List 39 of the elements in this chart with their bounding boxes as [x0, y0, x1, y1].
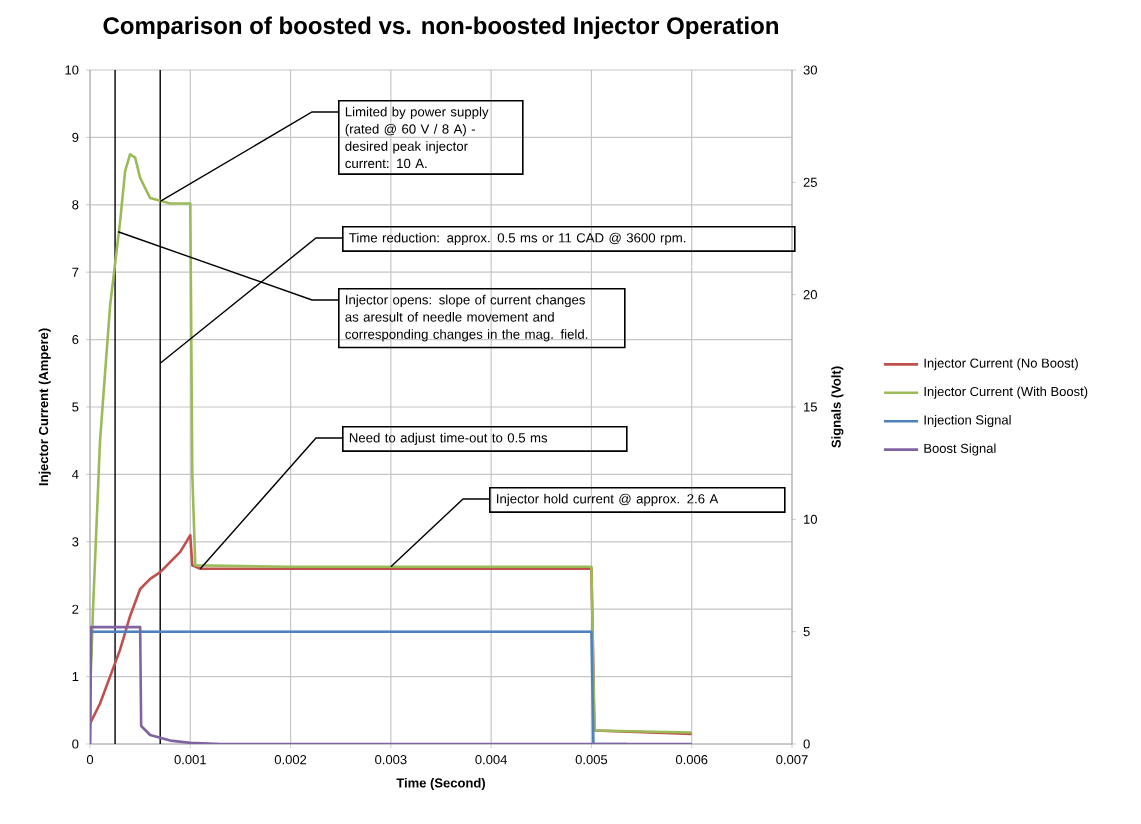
y-tick-label: 6	[72, 335, 79, 345]
y-tick-label: 5	[72, 402, 79, 412]
chart-title: Comparison of boosted vs. non-boosted Injector Operation	[103, 16, 778, 39]
y-tick-label: 0	[72, 739, 79, 749]
annotation: Need to adjust time-out to 0.5 ms	[349, 432, 548, 446]
x-tick-label: 0.007	[776, 755, 808, 765]
y-tick-label: 4	[72, 469, 79, 479]
x-tick-label: 0.004	[475, 755, 508, 765]
legend-label: Injector Current (With Boost)	[924, 386, 1088, 399]
annotation: Time reduction: approx. 0.5 ms or 11 CAD @ 3600 rpm.	[349, 232, 686, 246]
y-tick-label: 9	[72, 132, 79, 142]
x-tick-label: 0.003	[375, 755, 407, 765]
x-axis-title: Time (Second)	[396, 778, 485, 791]
y2-tick-label: 0	[803, 739, 810, 749]
y2-axis-title: Signals (Volt)	[831, 366, 844, 448]
x-tick-label: 0.005	[575, 755, 608, 765]
y2-tick-label: 25	[803, 177, 817, 187]
x-tick-label: 0	[86, 755, 94, 765]
legend-label: Injection Signal	[924, 415, 1011, 428]
y-tick-label: 8	[72, 200, 79, 210]
annotation: Limited by power supply (rated @ 60 V / 8 A) - desired peak injector current: 10 A.	[345, 106, 489, 169]
y2-tick-label: 5	[803, 627, 810, 637]
y-axis-title: Injector Current (Ampere)	[38, 328, 51, 486]
x-tick-label: 0.002	[274, 755, 307, 765]
y-tick-label: 2	[72, 604, 79, 614]
x-tick-label: 0.001	[174, 755, 206, 765]
y2-tick-label: 20	[803, 290, 817, 300]
legend-label: Injector Current (No Boost)	[924, 358, 1078, 371]
y2-tick-label: 15	[804, 402, 817, 412]
annotation: Injector hold current @ approx. 2.6 A	[497, 493, 719, 507]
legend-label: Boost Signal	[924, 443, 996, 456]
y-tick-label: 10	[65, 65, 79, 75]
y-tick-label: 3	[72, 537, 79, 547]
y2-tick-label: 30	[803, 65, 817, 75]
y-tick-label: 1	[72, 672, 79, 682]
x-tick-label: 0.006	[675, 755, 708, 765]
annotation: Injector opens: slope of current changes as aresult of needle movement and corresponding changes in the mag. field.	[345, 294, 588, 342]
y-tick-label: 7	[72, 267, 79, 277]
y2-tick-label: 10	[804, 514, 817, 524]
